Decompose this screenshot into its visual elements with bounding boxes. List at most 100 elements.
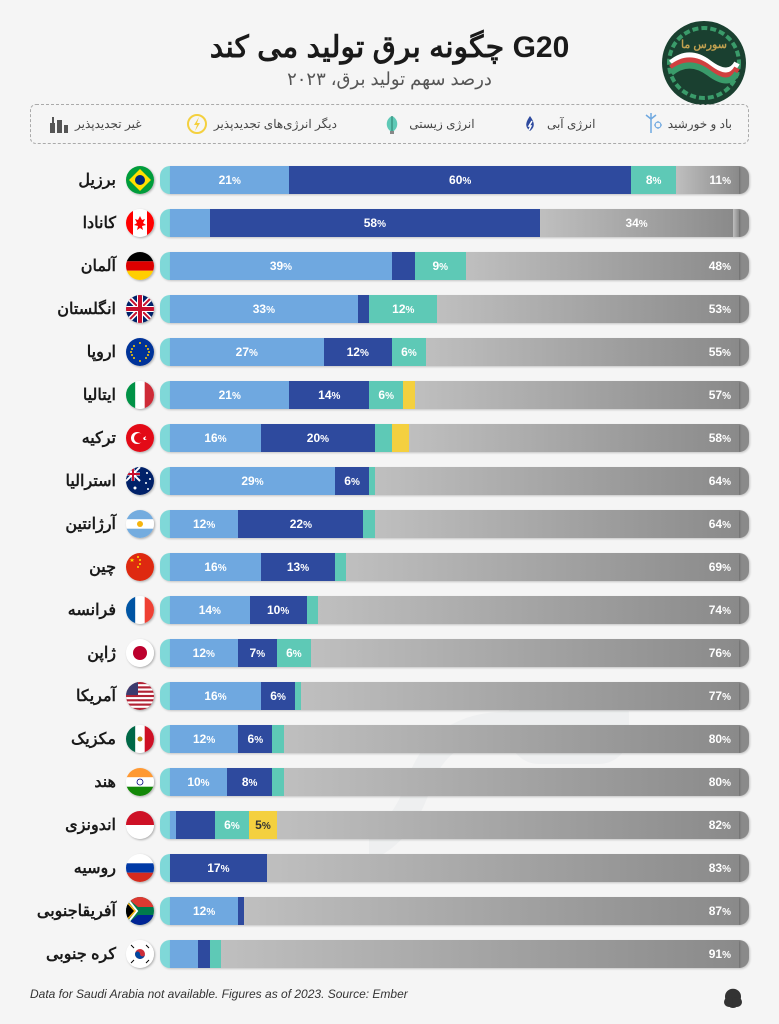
- segment-value: 6%: [401, 345, 417, 359]
- flag-brazil: [126, 166, 154, 194]
- segment-hydro: 20%: [261, 424, 375, 452]
- segment-value: 74%: [709, 603, 731, 617]
- chart-row: روسیه17%83%: [30, 850, 749, 886]
- bar-track: 21%14%6%57%: [170, 381, 739, 409]
- country-label: ایتالیا: [30, 385, 120, 405]
- segment-wind_solar: 39%: [170, 252, 392, 280]
- segment-bio: 12%: [369, 295, 437, 323]
- page-subtitle: درصد سهم تولید برق، ۲۰۲۳: [30, 69, 749, 90]
- segment-bio: [375, 424, 392, 452]
- segment-bio: 6%: [369, 381, 403, 409]
- chart-row: آفریقاجنوبی 12% 87%: [30, 893, 749, 929]
- bar-track: 6%5%82%: [170, 811, 739, 839]
- segment-wind_solar: 21%: [170, 166, 289, 194]
- segment-hydro: 6%: [238, 725, 272, 753]
- bar-track: 16% 6% 77%: [170, 682, 739, 710]
- country-label: برزیل: [30, 170, 120, 190]
- segment-value: 12%: [392, 302, 414, 316]
- hydro-icon: [519, 113, 541, 135]
- segment-wind_solar: 12%: [170, 897, 238, 925]
- segment-hydro: [198, 940, 209, 968]
- segment-hydro: [176, 811, 215, 839]
- segment-bio: [335, 553, 346, 581]
- flag-southafrica: [126, 897, 154, 925]
- segment-value: 64%: [709, 517, 731, 531]
- segment-hydro: 6%: [335, 467, 369, 495]
- chart-row: ژاپن12%7%6%76%: [30, 635, 749, 671]
- legend-label: دیگر انرژی‌های تجدیدپذیر: [214, 117, 337, 131]
- bar-cap-left: [160, 940, 170, 968]
- segment-wind_solar: 14%: [170, 596, 250, 624]
- segment-value: 10%: [267, 603, 289, 617]
- chart-row: استرالیا29%6%64%: [30, 463, 749, 499]
- segment-value: 16%: [204, 689, 226, 703]
- country-label: ترکیه: [30, 428, 120, 448]
- bar-track: 39%9%48%: [170, 252, 739, 280]
- segment-nonrenew: 76%: [311, 639, 739, 667]
- bar-track: 16%20%58%: [170, 424, 739, 452]
- bar-cap-left: [160, 467, 170, 495]
- segment-value: 8%: [242, 775, 258, 789]
- legend-label: انرژی زیستی: [409, 117, 474, 131]
- segment-wind_solar: 16%: [170, 682, 261, 710]
- bar-cap-right: [739, 209, 749, 237]
- segment-nonrenew: 80%: [284, 768, 739, 796]
- flag-indonesia: [126, 811, 154, 839]
- segment-wind_solar: 33%: [170, 295, 358, 323]
- segment-value: 22%: [290, 517, 312, 531]
- country-label: آفریقاجنوبی: [30, 901, 120, 921]
- bar-cap-right: [739, 897, 749, 925]
- page-title: G20 چگونه برق تولید می کند: [30, 30, 749, 65]
- bar-track: 14% 10% 74%: [170, 596, 739, 624]
- segment-nonrenew: 64%: [375, 510, 739, 538]
- segment-nonrenew: 80%: [284, 725, 739, 753]
- bar-cap-left: [160, 166, 170, 194]
- segment-hydro: [392, 252, 415, 280]
- segment-hydro: 12%: [324, 338, 392, 366]
- country-label: استرالیا: [30, 471, 120, 491]
- segment-value: 53%: [709, 302, 731, 316]
- bar-track: 58%34%: [170, 209, 739, 237]
- bar-cap-right: [739, 510, 749, 538]
- segment-value: 20%: [307, 431, 329, 445]
- segment-value: 77%: [709, 689, 731, 703]
- segment-value: 57%: [709, 388, 731, 402]
- legend-item-bio: انرژی زیستی: [381, 113, 474, 135]
- segment-hydro: 22%: [238, 510, 363, 538]
- segment-value: 12%: [193, 517, 215, 531]
- segment-hydro: 7%: [238, 639, 277, 667]
- bar-track: 16%13%69%: [170, 553, 739, 581]
- segment-nonrenew: 82%: [277, 811, 739, 839]
- segment-value: 14%: [199, 603, 221, 617]
- flag-uk: [126, 295, 154, 323]
- country-label: روسیه: [30, 858, 120, 878]
- segment-value: 7%: [250, 646, 266, 660]
- segment-nonrenew: 34%: [540, 209, 733, 237]
- segment-value: 60%: [449, 173, 471, 187]
- bar-cap-left: [160, 510, 170, 538]
- bar-cap-right: [739, 596, 749, 624]
- segment-value: 39%: [270, 259, 292, 273]
- country-label: فرانسه: [30, 600, 120, 620]
- segment-value: 87%: [709, 904, 731, 918]
- segment-value: 6%: [286, 646, 302, 660]
- segment-value: 48%: [709, 259, 731, 273]
- segment-wind_solar: [170, 940, 198, 968]
- footer-note: Data for Saudi Arabia not available. Fig…: [30, 987, 408, 1001]
- segment-nonrenew: 11%: [676, 166, 739, 194]
- chart-row: مکزیک12%6%80%: [30, 721, 749, 757]
- bar-cap-right: [739, 639, 749, 667]
- legend-item-hydro: انرژی آبی: [519, 113, 596, 135]
- segment-hydro: 6%: [261, 682, 295, 710]
- segment-bio: [272, 725, 283, 753]
- segment-nonrenew: 55%: [426, 338, 739, 366]
- segment-bio: [210, 940, 221, 968]
- stacked-bar-chart: برزیل21%60%8%11%کانادا58%34%آلمان39%9%48…: [30, 162, 749, 972]
- segment-other_renew: 5%: [249, 811, 277, 839]
- segment-nonrenew: 53%: [437, 295, 739, 323]
- segment-bio: [363, 510, 374, 538]
- segment-value: 17%: [207, 861, 229, 875]
- chart-row: ایتالیا21%14%6%57%: [30, 377, 749, 413]
- chart-row: فرانسه 14% 10% 74%: [30, 592, 749, 628]
- bar-cap-left: [160, 854, 170, 882]
